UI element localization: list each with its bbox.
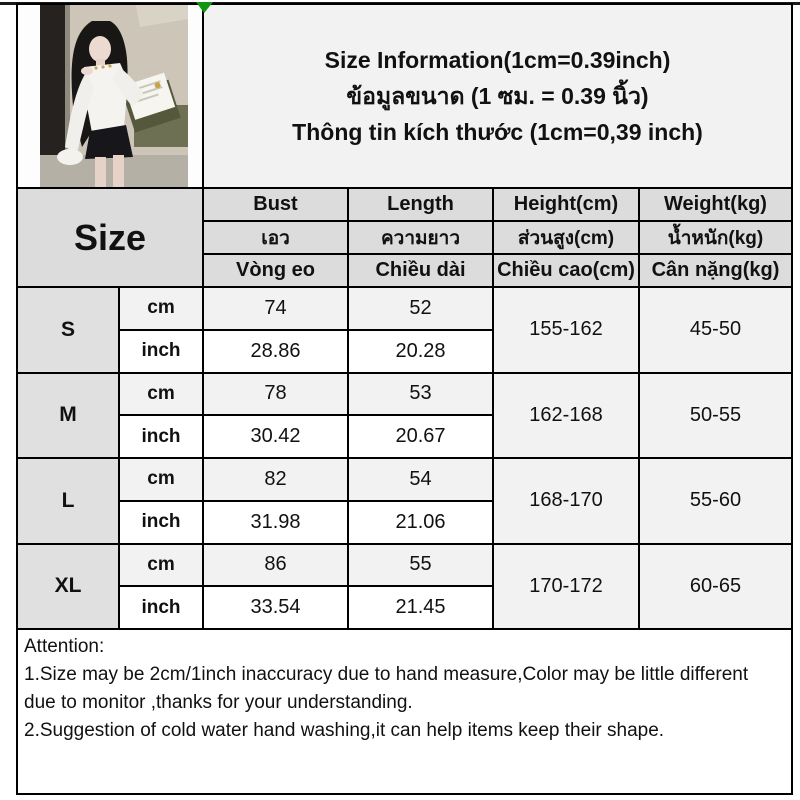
photo-model-right-sleeve <box>113 67 144 107</box>
unit-label-inch: inch <box>120 330 202 372</box>
weight-s: 45-50 <box>640 288 791 372</box>
weight-xl: 60-65 <box>640 544 791 628</box>
attention-line-2: due to monitor ,thanks for your understa… <box>24 692 413 713</box>
col-header-weight-th: น้ำหนัก(kg) <box>640 222 791 253</box>
photo-model-leg <box>113 155 124 187</box>
photo-model-left-sleeve <box>65 71 94 153</box>
photo-wall-corner <box>136 5 188 27</box>
bust-inch-xl: 33.54 <box>204 587 347 628</box>
size-table: Size Information(1cm=0.39inch) ข้อมูลขนา… <box>16 3 793 795</box>
unit-label-cm: cm <box>120 373 202 415</box>
bust-cm-l: 82 <box>204 459 347 500</box>
length-cm-l: 54 <box>349 459 492 500</box>
attention-heading: Attention: <box>24 636 105 657</box>
length-cm-s: 52 <box>349 288 492 329</box>
size-row-label-l: L <box>18 459 118 543</box>
green-corner-marker-icon <box>196 2 213 13</box>
weight-m: 50-55 <box>640 373 791 457</box>
unit-label-cm: cm <box>120 544 202 586</box>
unit-label-inch: inch <box>120 416 202 457</box>
product-photo <box>40 5 188 187</box>
unit-label-cm: cm <box>120 459 202 500</box>
col-header-height-vi: Chiều cao(cm) <box>494 255 638 286</box>
height-xl: 170-172 <box>494 544 638 628</box>
bust-inch-m: 30.42 <box>204 416 347 457</box>
height-s: 155-162 <box>494 288 638 372</box>
col-header-length-en: Length <box>349 189 492 220</box>
photo-model-skirt <box>85 125 133 159</box>
bust-cm-xl: 86 <box>204 544 347 586</box>
unit-label-inch: inch <box>120 501 202 543</box>
unit-label-inch: inch <box>120 587 202 628</box>
length-inch-l: 21.06 <box>349 501 492 543</box>
attention-note: Attention: 1.Size may be 2cm/1inch inacc… <box>18 630 791 793</box>
col-header-weight-vi: Cân nặng(kg) <box>640 255 791 286</box>
length-cm-xl: 55 <box>349 544 492 586</box>
photo-door-frame <box>65 5 70 187</box>
photo-model-leg <box>95 157 106 187</box>
col-header-height-en: Height(cm) <box>494 189 638 220</box>
attention-line-3: 2.Suggestion of cold water hand washing,… <box>24 720 665 741</box>
photo-model-bangs <box>85 23 118 41</box>
length-cm-m: 53 <box>349 373 492 415</box>
unit-label-cm: cm <box>120 288 202 329</box>
photo-button <box>108 64 112 68</box>
length-inch-s: 20.28 <box>349 330 492 372</box>
photo-button <box>101 65 105 69</box>
photo-model-neck <box>96 59 105 67</box>
height-l: 168-170 <box>494 459 638 543</box>
height-m: 162-168 <box>494 373 638 457</box>
col-header-length-vi: Chiều dài <box>349 255 492 286</box>
bust-inch-s: 28.86 <box>204 330 347 372</box>
col-header-bust-vi: Vòng eo <box>204 255 347 286</box>
title-line-th: ข้อมูลขนาด (1 ซม. = 0.39 นิ้ว) <box>346 83 649 109</box>
col-header-height-th: ส่วนสูง(cm) <box>494 222 638 253</box>
size-row-label-s: S <box>18 288 118 372</box>
col-header-bust-th: เอว <box>204 222 347 253</box>
photo-sleeve-cuff <box>57 149 83 165</box>
title-line-vi: Thông tin kích thước (1cm=0,39 inch) <box>292 119 703 145</box>
length-inch-m: 20.67 <box>349 416 492 457</box>
bust-cm-m: 78 <box>204 373 347 415</box>
photo-shoulder-cutout <box>81 67 93 75</box>
weight-l: 55-60 <box>640 459 791 543</box>
bust-inch-l: 31.98 <box>204 501 347 543</box>
col-header-bust-en: Bust <box>204 189 347 220</box>
title-line-en: Size Information(1cm=0.39inch) <box>324 47 671 73</box>
photo-button <box>94 66 98 70</box>
size-info-title-cell: Size Information(1cm=0.39inch) ข้อมูลขนา… <box>204 5 791 187</box>
attention-line-1: 1.Size may be 2cm/1inch inaccuracy due t… <box>24 664 749 685</box>
col-header-weight-en: Weight(kg) <box>640 189 791 220</box>
size-row-label-m: M <box>18 373 118 457</box>
size-corner-header: Size <box>18 189 202 286</box>
size-row-label-xl: XL <box>18 544 118 628</box>
col-header-length-th: ความยาว <box>349 222 492 253</box>
product-photo-cell <box>18 5 202 187</box>
photo-model-face <box>89 36 111 62</box>
bust-cm-s: 74 <box>204 288 347 329</box>
length-inch-xl: 21.45 <box>349 587 492 628</box>
